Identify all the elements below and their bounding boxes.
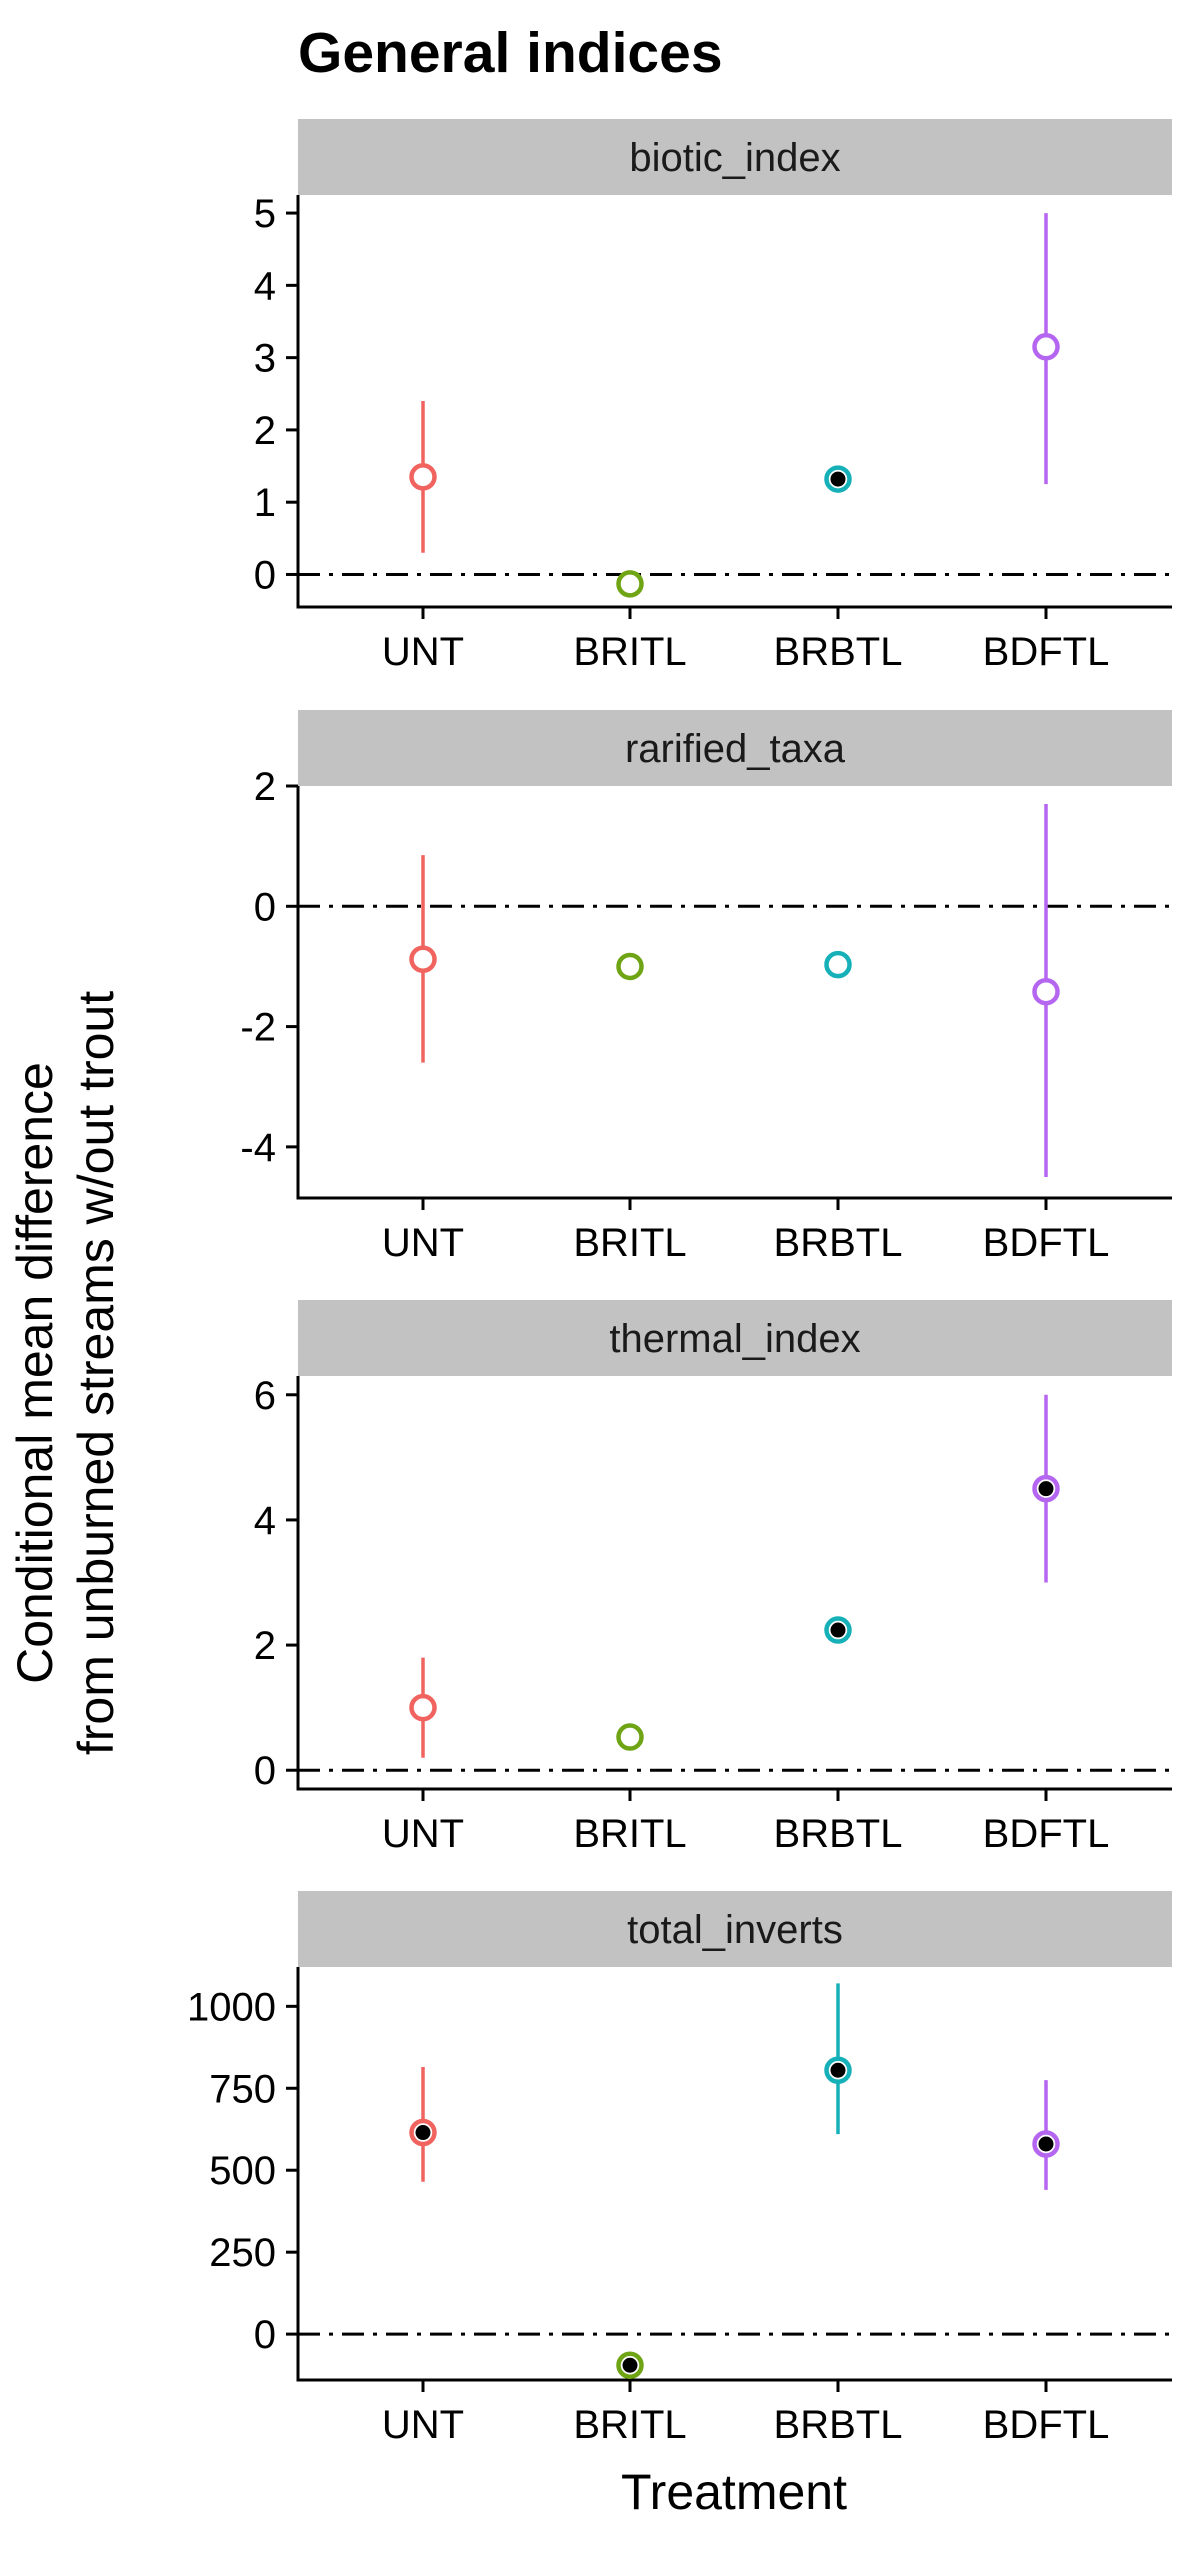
x-tick-label: BRITL xyxy=(573,2403,686,2447)
point-significance-marker-BRBTL xyxy=(830,2062,846,2078)
y-axis-label-line-2: from unburned streams w/out trout xyxy=(68,991,124,1755)
chart-title: General indices xyxy=(298,21,723,85)
y-tick-label: 2 xyxy=(254,409,276,453)
point-significance-marker-BDFTL xyxy=(1038,2136,1054,2152)
point-BRBTL xyxy=(824,950,852,979)
y-tick-label: 6 xyxy=(254,1374,276,1418)
x-tick-label: UNT xyxy=(382,2403,464,2447)
y-tick-label: -2 xyxy=(240,1006,276,1050)
x-tick-label: UNT xyxy=(382,1812,464,1856)
y-tick-label: 4 xyxy=(254,264,276,308)
y-tick-label: 0 xyxy=(254,2313,276,2357)
panel-biotic_index: biotic_index 0 1 2 3 4 5 UNT BRITL BRBTL BDFTL xyxy=(254,119,1172,674)
y-tick-label: 4 xyxy=(254,1499,276,1543)
point-BDFTL xyxy=(1032,333,1060,361)
point-UNT xyxy=(409,463,437,491)
y-tick-label: 500 xyxy=(209,2149,276,2193)
x-tick-label: BRBTL xyxy=(774,1812,903,1856)
x-tick-label: BRITL xyxy=(573,630,686,674)
facet-strip-label: biotic_index xyxy=(629,136,840,180)
x-tick-label: BRBTL xyxy=(774,1221,903,1265)
facet-strip-label: total_inverts xyxy=(627,1908,843,1952)
y-tick-label: 250 xyxy=(209,2231,276,2275)
y-tick-label: 5 xyxy=(254,192,276,236)
y-tick-label: -4 xyxy=(240,1126,276,1170)
x-tick-label: UNT xyxy=(382,1221,464,1265)
y-tick-label: 0 xyxy=(254,1749,276,1793)
x-tick-label: BRITL xyxy=(573,1221,686,1265)
panel-rarified_taxa: rarified_taxa -4 -2 0 2 UNT BRITL BRBTL BDFTL xyxy=(240,710,1172,1265)
point-significance-marker-UNT xyxy=(415,2125,431,2141)
y-axis-label-line-1: Conditional mean difference xyxy=(7,1062,63,1684)
y-tick-label: 2 xyxy=(254,765,276,809)
point-significance-marker-BRBTL xyxy=(830,471,846,487)
facet-strip xyxy=(298,1300,1172,1376)
y-tick-label: 0 xyxy=(254,885,276,929)
y-tick-label: 0 xyxy=(254,553,276,597)
x-tick-label: BDFTL xyxy=(983,1812,1110,1856)
x-tick-label: BDFTL xyxy=(983,2403,1110,2447)
x-axis-label: Treatment xyxy=(621,2464,847,2520)
point-significance-marker-BRITL xyxy=(622,2357,638,2373)
x-tick-label: BRBTL xyxy=(774,2403,903,2447)
y-tick-label: 1 xyxy=(254,481,276,525)
facet-strip-label: thermal_index xyxy=(609,1317,860,1361)
y-tick-label: 750 xyxy=(209,2067,276,2111)
point-BDFTL xyxy=(1032,977,1060,1006)
x-tick-label: BRBTL xyxy=(774,630,903,674)
point-BRITL xyxy=(616,952,644,981)
panel-total_inverts: total_inverts 0 250 500 750 1000 UNT BRITL BRBTL… xyxy=(187,1891,1172,2447)
point-BRITL xyxy=(616,570,644,598)
point-significance-marker-BRBTL xyxy=(830,1622,846,1638)
y-tick-label: 2 xyxy=(254,1624,276,1668)
point-significance-marker-BDFTL xyxy=(1038,1481,1054,1497)
x-tick-label: BDFTL xyxy=(983,630,1110,674)
point-UNT xyxy=(409,945,437,973)
x-tick-label: UNT xyxy=(382,630,464,674)
y-tick-label: 3 xyxy=(254,337,276,381)
panel-thermal_index: thermal_index 0 2 4 6 UNT BRITL BRBTL BDFTL xyxy=(254,1300,1172,1856)
facet-strip xyxy=(298,1891,1172,1967)
point-BRITL xyxy=(616,1723,644,1751)
facet-strip xyxy=(298,119,1172,195)
x-tick-label: BDFTL xyxy=(983,1221,1110,1265)
y-tick-label: 1000 xyxy=(187,1985,276,2029)
y-axis-label: Conditional mean difference from unburne… xyxy=(7,991,124,1755)
facet-strip-label: rarified_taxa xyxy=(625,727,846,771)
facet-strip xyxy=(298,710,1172,786)
x-tick-label: BRITL xyxy=(573,1812,686,1856)
point-UNT xyxy=(409,1693,437,1722)
